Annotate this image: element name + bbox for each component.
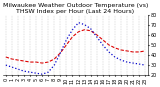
Title: Milwaukee Weather Outdoor Temperature (vs) THSW Index per Hour (Last 24 Hours): Milwaukee Weather Outdoor Temperature (v…	[3, 3, 148, 14]
